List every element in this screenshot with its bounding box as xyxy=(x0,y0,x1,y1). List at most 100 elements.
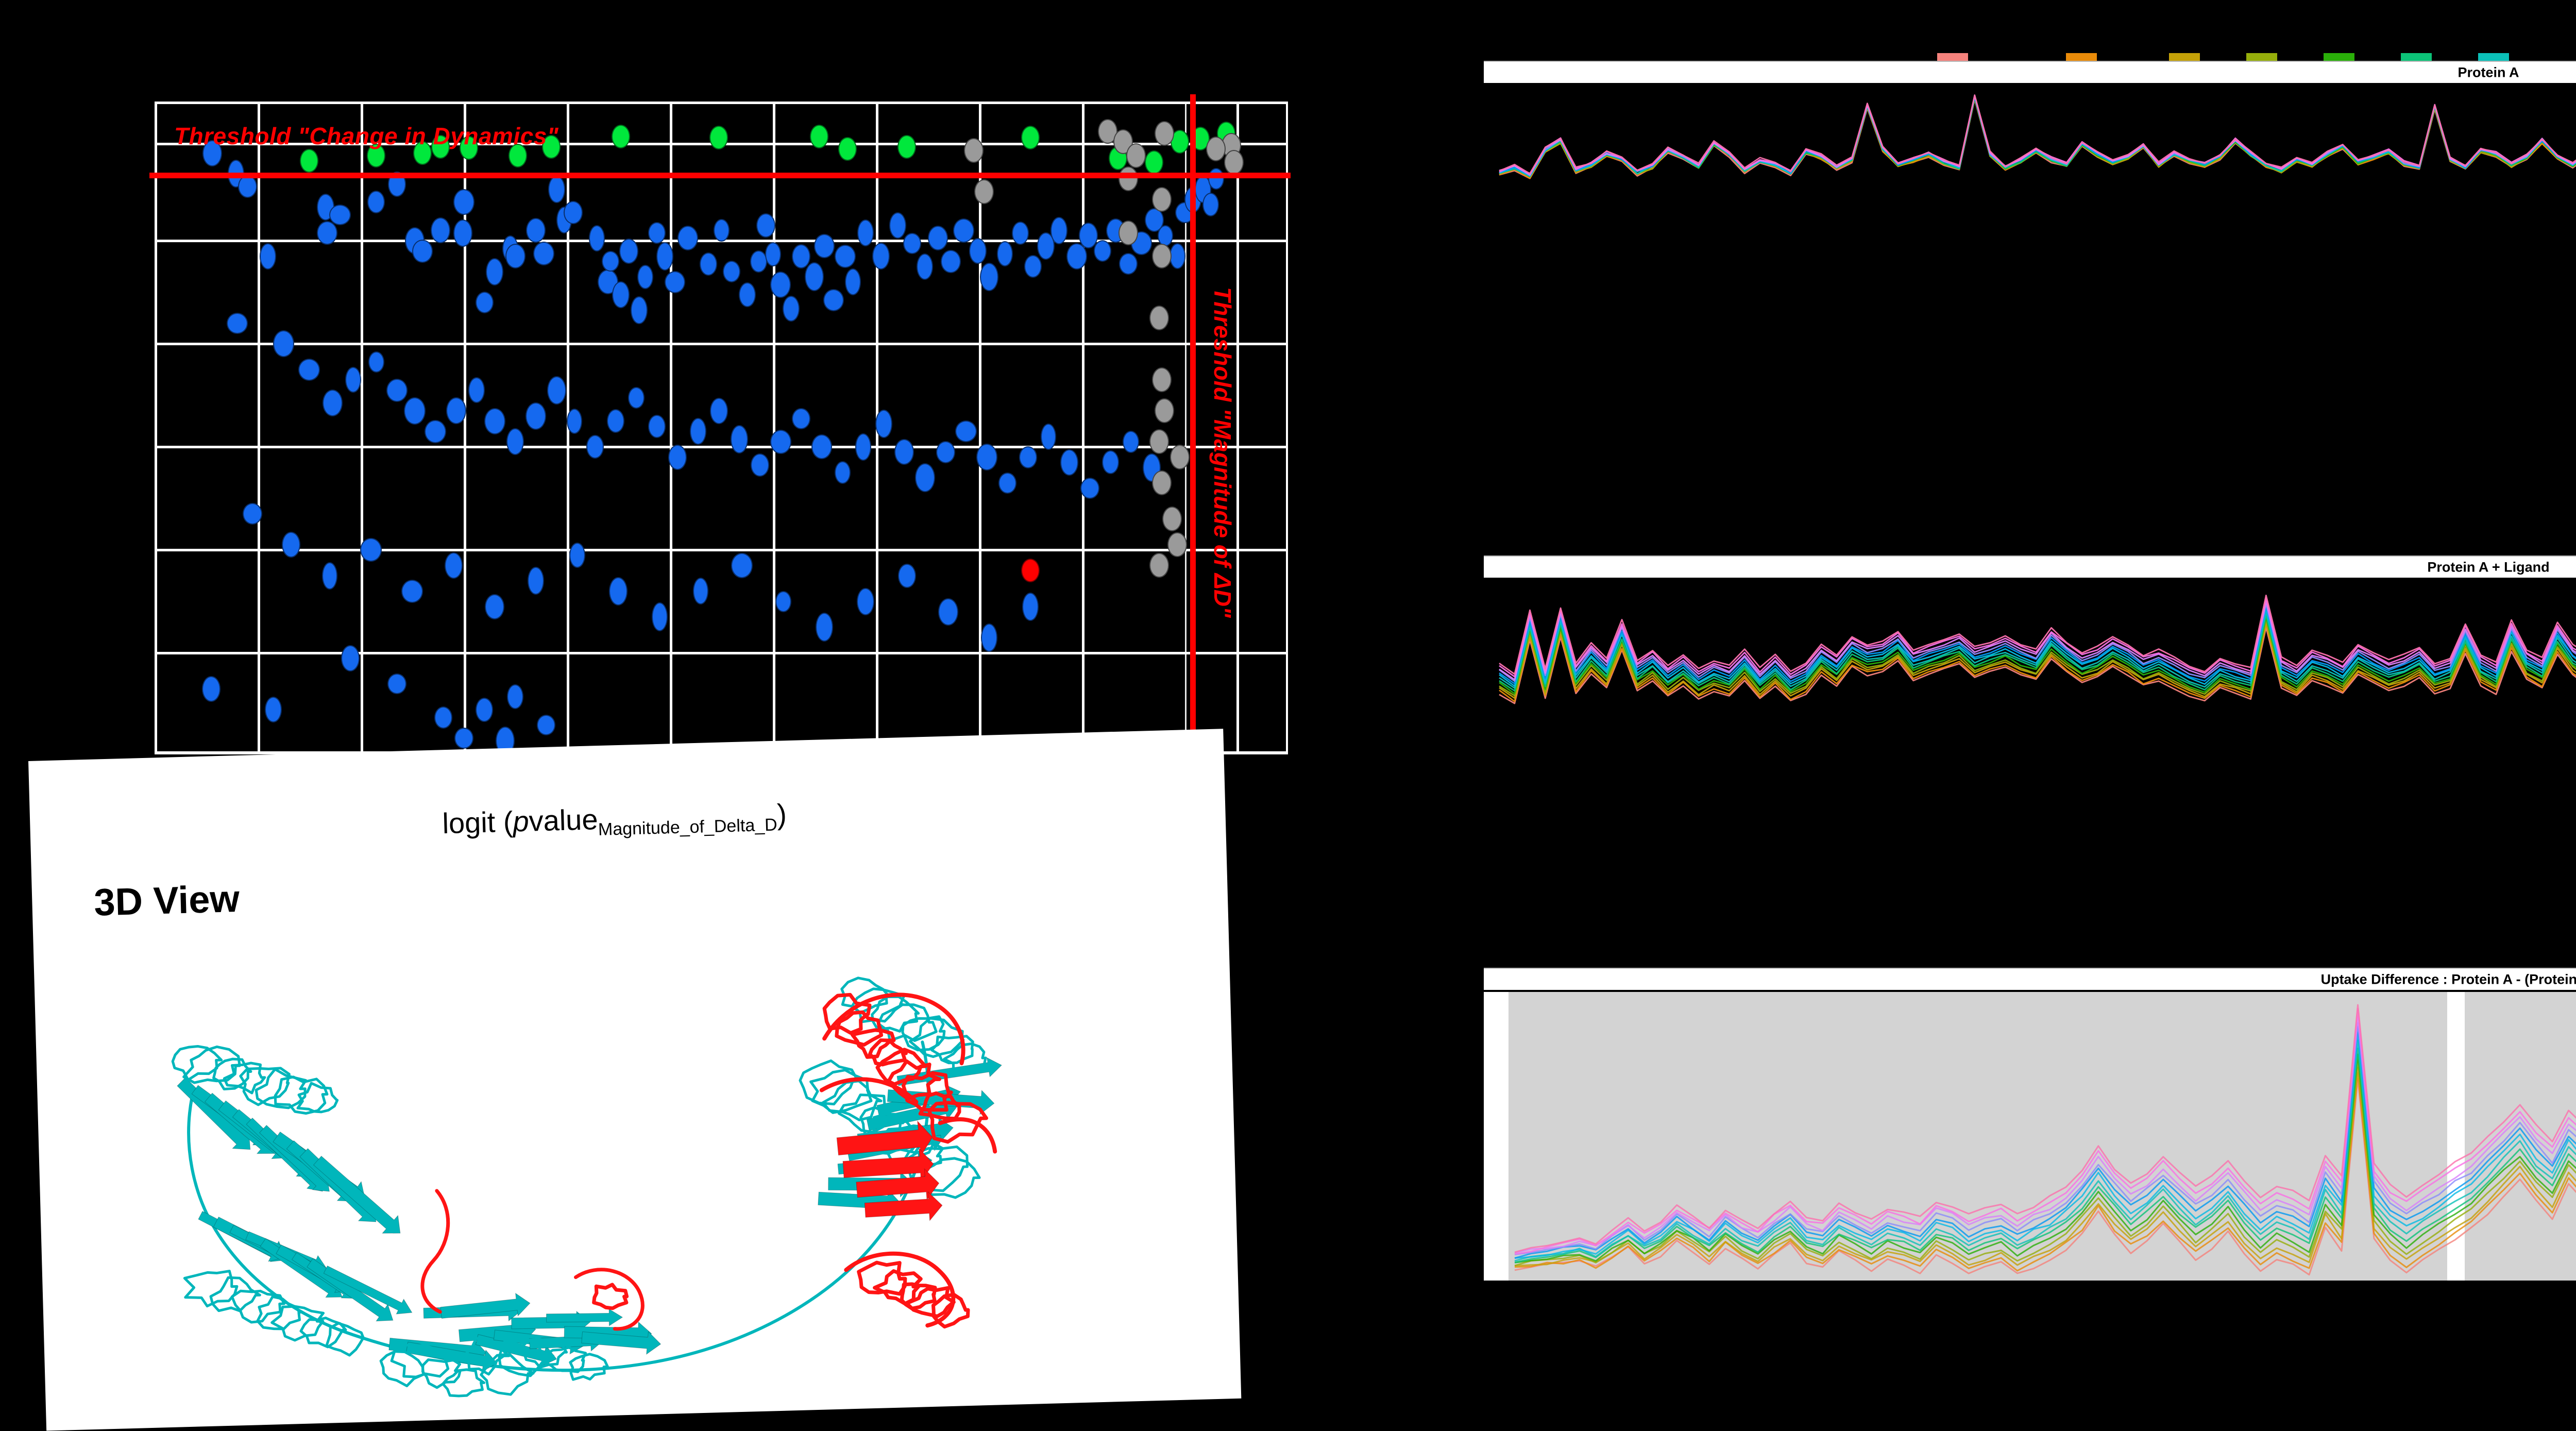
legend-swatch[interactable] xyxy=(2246,53,2277,62)
scatter-point[interactable] xyxy=(264,697,282,722)
scatter-point[interactable] xyxy=(1022,592,1039,621)
scatter-point[interactable] xyxy=(1152,187,1172,212)
scatter-point[interactable] xyxy=(996,241,1013,266)
scatter-point[interactable] xyxy=(1011,221,1029,245)
scatter-point[interactable] xyxy=(775,591,791,612)
plot-protein-a[interactable] xyxy=(1484,85,2576,231)
scatter-point[interactable] xyxy=(974,179,994,204)
scatter-point[interactable] xyxy=(526,402,546,430)
scatter-point[interactable] xyxy=(816,613,833,642)
legend-swatch[interactable] xyxy=(2478,53,2509,62)
scatter-point[interactable] xyxy=(810,125,828,148)
scatter-point[interactable] xyxy=(1094,240,1111,262)
scatter-point[interactable] xyxy=(609,577,628,605)
scatter-point[interactable] xyxy=(969,238,987,264)
scatter-point[interactable] xyxy=(507,684,523,709)
scatter-point[interactable] xyxy=(243,503,262,525)
scatter-point[interactable] xyxy=(1169,243,1185,269)
scatter-point[interactable] xyxy=(1126,143,1146,168)
scatter-point[interactable] xyxy=(475,292,494,313)
scatter-point[interactable] xyxy=(586,435,604,459)
scatter-point[interactable] xyxy=(1101,450,1119,474)
protein-ribbon-structure[interactable] xyxy=(100,901,1143,1408)
scatter-point[interactable] xyxy=(1206,137,1226,161)
scatter-point[interactable] xyxy=(468,377,485,403)
scatter-point[interactable] xyxy=(628,387,645,409)
scatter-point[interactable] xyxy=(1224,150,1244,175)
scatter-point[interactable] xyxy=(998,472,1016,494)
scatter-point[interactable] xyxy=(567,408,582,434)
timepoint-legend[interactable] xyxy=(1484,49,2576,70)
scatter-point[interactable] xyxy=(814,233,835,258)
scatter-point[interactable] xyxy=(260,243,276,270)
scatter-point[interactable] xyxy=(897,563,916,588)
scatter-point[interactable] xyxy=(542,135,561,159)
scatter-point[interactable] xyxy=(202,140,222,166)
plot-uptake-difference[interactable] xyxy=(1484,992,2576,1281)
scatter-point[interactable] xyxy=(823,289,844,311)
plot-protein-a-ligand[interactable] xyxy=(1484,580,2576,726)
scatter-point[interactable] xyxy=(648,222,666,244)
scatter-point[interactable] xyxy=(927,226,948,250)
scatter-point[interactable] xyxy=(770,429,791,454)
scatter-point[interactable] xyxy=(282,532,300,558)
scatter-point[interactable] xyxy=(964,138,984,163)
scatter-point[interactable] xyxy=(569,542,585,568)
scatter-point[interactable] xyxy=(709,397,728,424)
scatter-point[interactable] xyxy=(690,418,706,445)
scatter-point[interactable] xyxy=(485,594,504,619)
scatter-point[interactable] xyxy=(547,376,566,405)
scatter-point[interactable] xyxy=(700,252,717,276)
scatter-point[interactable] xyxy=(1021,126,1040,149)
scatter-point[interactable] xyxy=(563,200,583,224)
scatter-point[interactable] xyxy=(526,218,546,243)
scatter-point[interactable] xyxy=(1149,553,1169,578)
scatter-point[interactable] xyxy=(709,126,728,149)
scatter-point[interactable] xyxy=(238,175,257,198)
scatter-point[interactable] xyxy=(612,281,630,308)
scatter-point[interactable] xyxy=(434,706,452,729)
scatter-point[interactable] xyxy=(619,238,638,264)
scatter-point[interactable] xyxy=(834,461,851,484)
scatter-point[interactable] xyxy=(1123,430,1139,453)
scatter-point[interactable] xyxy=(509,144,527,167)
scatter-point[interactable] xyxy=(976,444,997,470)
scatter-point[interactable] xyxy=(1170,445,1190,469)
scatter-point[interactable] xyxy=(1145,150,1163,174)
scatter-point[interactable] xyxy=(1050,216,1067,244)
scatter-point[interactable] xyxy=(1021,559,1040,582)
scatter-point[interactable] xyxy=(838,137,857,161)
scatter-point[interactable] xyxy=(460,136,478,160)
scatter-point[interactable] xyxy=(367,191,385,213)
scatter-point[interactable] xyxy=(454,727,473,749)
scatter-point[interactable] xyxy=(444,552,463,579)
scatter-point[interactable] xyxy=(341,645,360,671)
scatter-point[interactable] xyxy=(804,262,824,291)
scatter-point[interactable] xyxy=(413,141,432,165)
scatter-point[interactable] xyxy=(1155,121,1174,146)
scatter-point[interactable] xyxy=(387,674,406,694)
scatter-point[interactable] xyxy=(897,135,916,159)
scatter-point[interactable] xyxy=(298,358,320,381)
scatter-point[interactable] xyxy=(1149,429,1169,454)
scatter-point[interactable] xyxy=(665,271,685,293)
scatter-point[interactable] xyxy=(656,242,673,271)
scatter-point[interactable] xyxy=(1066,243,1087,270)
scatter-point[interactable] xyxy=(981,623,997,652)
three-d-view-card[interactable]: logit (pvalueMagnitude_of_Delta_D) 3D Vi… xyxy=(28,729,1242,1431)
scatter-point[interactable] xyxy=(765,242,781,266)
scatter-point[interactable] xyxy=(401,579,423,603)
scatter-point[interactable] xyxy=(404,397,426,425)
scatter-point[interactable] xyxy=(453,189,474,215)
scatter-point[interactable] xyxy=(782,296,800,322)
scatter-point[interactable] xyxy=(651,602,668,631)
scatter-point[interactable] xyxy=(857,587,874,615)
scatter-point[interactable] xyxy=(855,433,871,461)
scatter-point[interactable] xyxy=(1118,221,1138,245)
scatter-point[interactable] xyxy=(713,219,730,242)
scatter-point[interactable] xyxy=(367,144,385,167)
scatter-point[interactable] xyxy=(1142,453,1161,482)
scatter-point[interactable] xyxy=(602,251,619,272)
scatter-point[interactable] xyxy=(875,409,892,438)
scatter-point[interactable] xyxy=(431,135,450,159)
